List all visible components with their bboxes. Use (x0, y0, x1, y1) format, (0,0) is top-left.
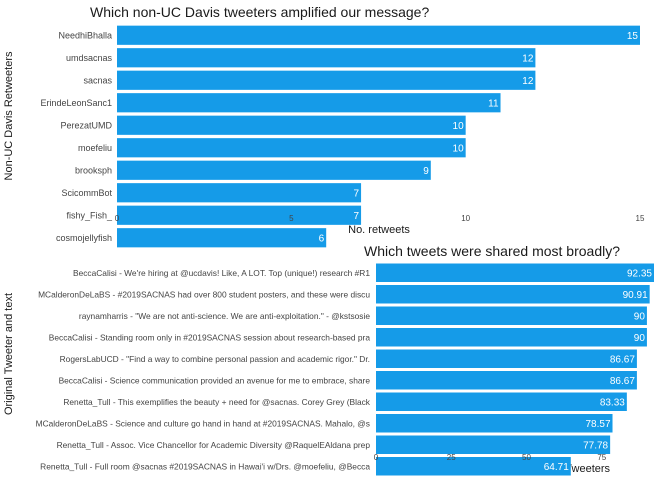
chart-title: Which non-UC Davis tweeters amplified ou… (90, 4, 429, 20)
bar (376, 349, 637, 368)
category-label: brooksph (75, 165, 112, 175)
category-label: cosmojellyfish (56, 233, 112, 243)
bar-value-label: 92.35 (627, 268, 652, 279)
x-tick-label: 75 (597, 453, 606, 462)
x-tick-label: 10 (461, 214, 470, 223)
category-label: BeccaCalisi - Standing room only in #201… (49, 332, 371, 342)
category-label: ScicommBot (61, 188, 112, 198)
chart-title: Which tweets were shared most broadly? (364, 243, 620, 259)
bar (376, 285, 650, 304)
category-label: NeedhiBhalla (58, 30, 112, 40)
category-label: MCalderonDeLaBS - Science and culture go… (36, 418, 370, 428)
bar-value-label: 9 (423, 166, 429, 177)
x-tick-labels: 0 25 50 75 (374, 453, 607, 462)
bar-value-label: 78.57 (585, 419, 610, 430)
category-label: Renetta_Tull - This exemplifies the beau… (63, 397, 370, 407)
x-tick-label: 0 (115, 214, 120, 223)
bar (117, 48, 536, 68)
bar-value-label: 7 (354, 188, 360, 199)
category-label: sacnas (83, 75, 112, 85)
bar-value-label: 90.91 (623, 290, 648, 301)
bar-value-label: 90 (634, 333, 646, 344)
category-label: moefeliu (78, 143, 112, 153)
category-label: MCalderonDeLaBS - #2019SACNAS had over 8… (38, 289, 370, 299)
category-label: raynamharris - "We are not anti-science.… (79, 311, 370, 321)
bar (376, 306, 647, 325)
x-tick-label: 50 (522, 453, 531, 462)
bar (117, 93, 501, 113)
bars: 92.35 90.91 90 90 86.67 86.67 83.33 78.57 77.78 6… (376, 263, 654, 476)
bar (376, 392, 627, 411)
bar-value-label: 83.33 (600, 397, 625, 408)
x-axis-label: No. retweets (348, 224, 410, 236)
bar (117, 70, 536, 90)
bar-value-label: 64.71 (544, 462, 569, 473)
bar (376, 328, 647, 347)
bar-value-label: 12 (522, 53, 534, 64)
bar (376, 414, 613, 433)
bar-value-label: 10 (453, 143, 465, 154)
category-label: BeccaCalisi - We're hiring at @ucdavis! … (73, 268, 370, 278)
bar-value-label: 77.78 (583, 440, 608, 451)
bar-value-label: 10 (453, 121, 465, 132)
category-label: ErindeLeonSanc1 (40, 98, 112, 108)
bar (117, 160, 431, 180)
tweets-bar-chart: Which tweets were shared most broadly? O… (3, 243, 654, 476)
y-axis-label: Non-UC Davis Retweeters (3, 51, 15, 180)
bar (376, 263, 654, 282)
category-label: fishy_Fish_ (66, 210, 113, 220)
category-label: Renetta_Tull - Full room @sacnas #2019SA… (40, 461, 370, 471)
bar (376, 457, 571, 476)
bar (117, 138, 466, 158)
bar (117, 25, 640, 45)
bar (376, 371, 637, 390)
bar (117, 205, 362, 225)
y-tick-labels: BeccaCalisi - We're hiring at @ucdavis! … (36, 268, 371, 472)
x-tick-label: 25 (447, 453, 456, 462)
bar-value-label: 86.67 (610, 354, 635, 365)
category-label: Renetta_Tull - Assoc. Vice Chancellor fo… (57, 440, 371, 450)
category-label: BeccaCalisi - Science communication prov… (59, 375, 371, 385)
bar-value-label: 90 (634, 311, 646, 322)
bar (117, 183, 362, 203)
category-label: umdsacnas (66, 53, 113, 63)
x-tick-label: 0 (374, 453, 379, 462)
bar-value-label: 12 (522, 76, 534, 87)
bar-value-label: 6 (319, 233, 325, 244)
bar-value-label: 7 (354, 211, 360, 222)
retweeters-bar-chart: Which non-UC Davis tweeters amplified ou… (3, 4, 645, 248)
x-tick-label: 15 (636, 214, 645, 223)
bar-value-label: 86.67 (610, 376, 635, 387)
x-tick-label: 5 (289, 214, 294, 223)
category-label: PerezatUMD (60, 120, 112, 130)
x-tick-labels: 0 5 10 15 (115, 214, 645, 223)
y-axis-label: Original Tweeter and text (3, 293, 15, 415)
bar-value-label: 15 (627, 31, 639, 42)
bar (117, 228, 327, 248)
bar (117, 115, 466, 135)
bar-value-label: 11 (488, 98, 499, 109)
bars: 15 12 12 11 10 10 9 7 7 6 (117, 25, 640, 248)
bar (376, 435, 611, 454)
category-label: RogersLabUCD - "Find a way to combine pe… (60, 354, 370, 364)
y-tick-labels: NeedhiBhalla umdsacnas sacnas ErindeLeonSan… (40, 30, 113, 243)
